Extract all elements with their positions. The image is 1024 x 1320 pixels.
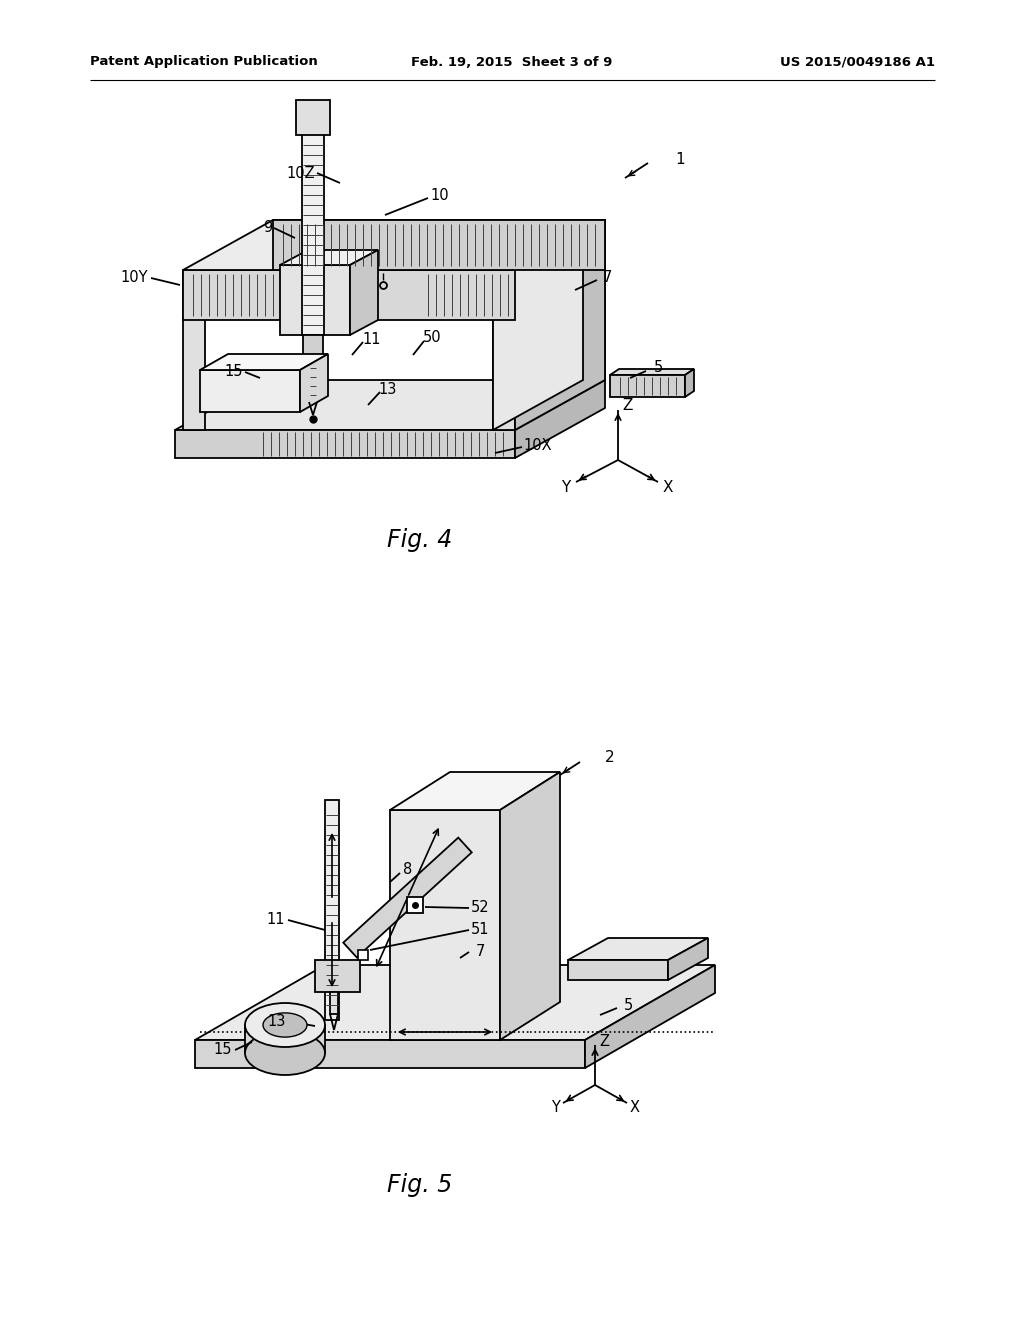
Polygon shape (610, 375, 685, 397)
Text: Z: Z (599, 1034, 609, 1048)
Polygon shape (195, 965, 715, 1040)
Text: 51: 51 (471, 923, 489, 937)
Polygon shape (390, 810, 500, 1040)
Polygon shape (183, 271, 515, 319)
Polygon shape (350, 249, 378, 335)
Polygon shape (330, 993, 338, 1014)
Polygon shape (358, 950, 368, 960)
Text: 15: 15 (213, 1043, 232, 1057)
Text: Feb. 19, 2015  Sheet 3 of 9: Feb. 19, 2015 Sheet 3 of 9 (412, 55, 612, 69)
Polygon shape (195, 1040, 585, 1068)
Polygon shape (610, 370, 694, 375)
Polygon shape (685, 370, 694, 397)
Polygon shape (585, 965, 715, 1068)
Text: 5: 5 (653, 360, 663, 375)
Polygon shape (407, 898, 423, 913)
Text: 13: 13 (379, 383, 397, 397)
Text: 9: 9 (263, 220, 272, 235)
Polygon shape (390, 772, 560, 810)
Text: X: X (630, 1100, 640, 1114)
Polygon shape (175, 380, 605, 430)
Polygon shape (303, 335, 323, 356)
Polygon shape (309, 356, 317, 403)
Text: 10: 10 (431, 187, 450, 202)
Text: 1: 1 (675, 153, 685, 168)
Text: Patent Application Publication: Patent Application Publication (90, 55, 317, 69)
Text: 5: 5 (624, 998, 633, 1012)
Text: 10X: 10X (523, 437, 552, 453)
Polygon shape (343, 838, 472, 957)
Polygon shape (300, 354, 328, 412)
Ellipse shape (245, 1003, 325, 1047)
Polygon shape (500, 772, 560, 1040)
Text: X: X (663, 479, 673, 495)
Polygon shape (200, 370, 300, 412)
Polygon shape (296, 100, 330, 135)
Polygon shape (175, 430, 515, 458)
Polygon shape (568, 960, 668, 979)
Text: US 2015/0049186 A1: US 2015/0049186 A1 (780, 55, 935, 69)
Polygon shape (302, 129, 324, 335)
Polygon shape (183, 220, 605, 271)
Ellipse shape (263, 1012, 307, 1038)
Text: 15: 15 (224, 364, 244, 380)
Polygon shape (493, 271, 515, 430)
Polygon shape (183, 271, 205, 430)
Polygon shape (280, 249, 378, 265)
Text: 10Y: 10Y (121, 271, 148, 285)
Polygon shape (515, 220, 605, 430)
Text: Y: Y (551, 1100, 559, 1114)
Polygon shape (200, 354, 328, 370)
Text: Fig. 4: Fig. 4 (387, 528, 453, 552)
Text: 11: 11 (266, 912, 285, 928)
Text: 7: 7 (475, 945, 484, 960)
Polygon shape (315, 960, 360, 993)
Polygon shape (493, 220, 583, 430)
Polygon shape (583, 220, 605, 380)
Text: 11: 11 (362, 333, 381, 347)
Polygon shape (568, 939, 708, 960)
Text: 8: 8 (403, 862, 413, 878)
Polygon shape (245, 1026, 325, 1053)
Polygon shape (515, 380, 605, 458)
Text: Z: Z (623, 397, 633, 412)
Text: 7: 7 (602, 271, 611, 285)
Text: 13: 13 (268, 1015, 286, 1030)
Polygon shape (325, 800, 339, 1020)
Polygon shape (273, 220, 605, 271)
Polygon shape (668, 939, 708, 979)
Text: 50: 50 (423, 330, 441, 346)
Polygon shape (493, 220, 605, 271)
Ellipse shape (245, 1031, 325, 1074)
Text: Y: Y (561, 479, 570, 495)
Text: 2: 2 (605, 751, 614, 766)
Text: 52: 52 (471, 900, 489, 916)
Text: Fig. 5: Fig. 5 (387, 1173, 453, 1197)
Polygon shape (280, 265, 350, 335)
Text: 10Z: 10Z (287, 165, 315, 181)
